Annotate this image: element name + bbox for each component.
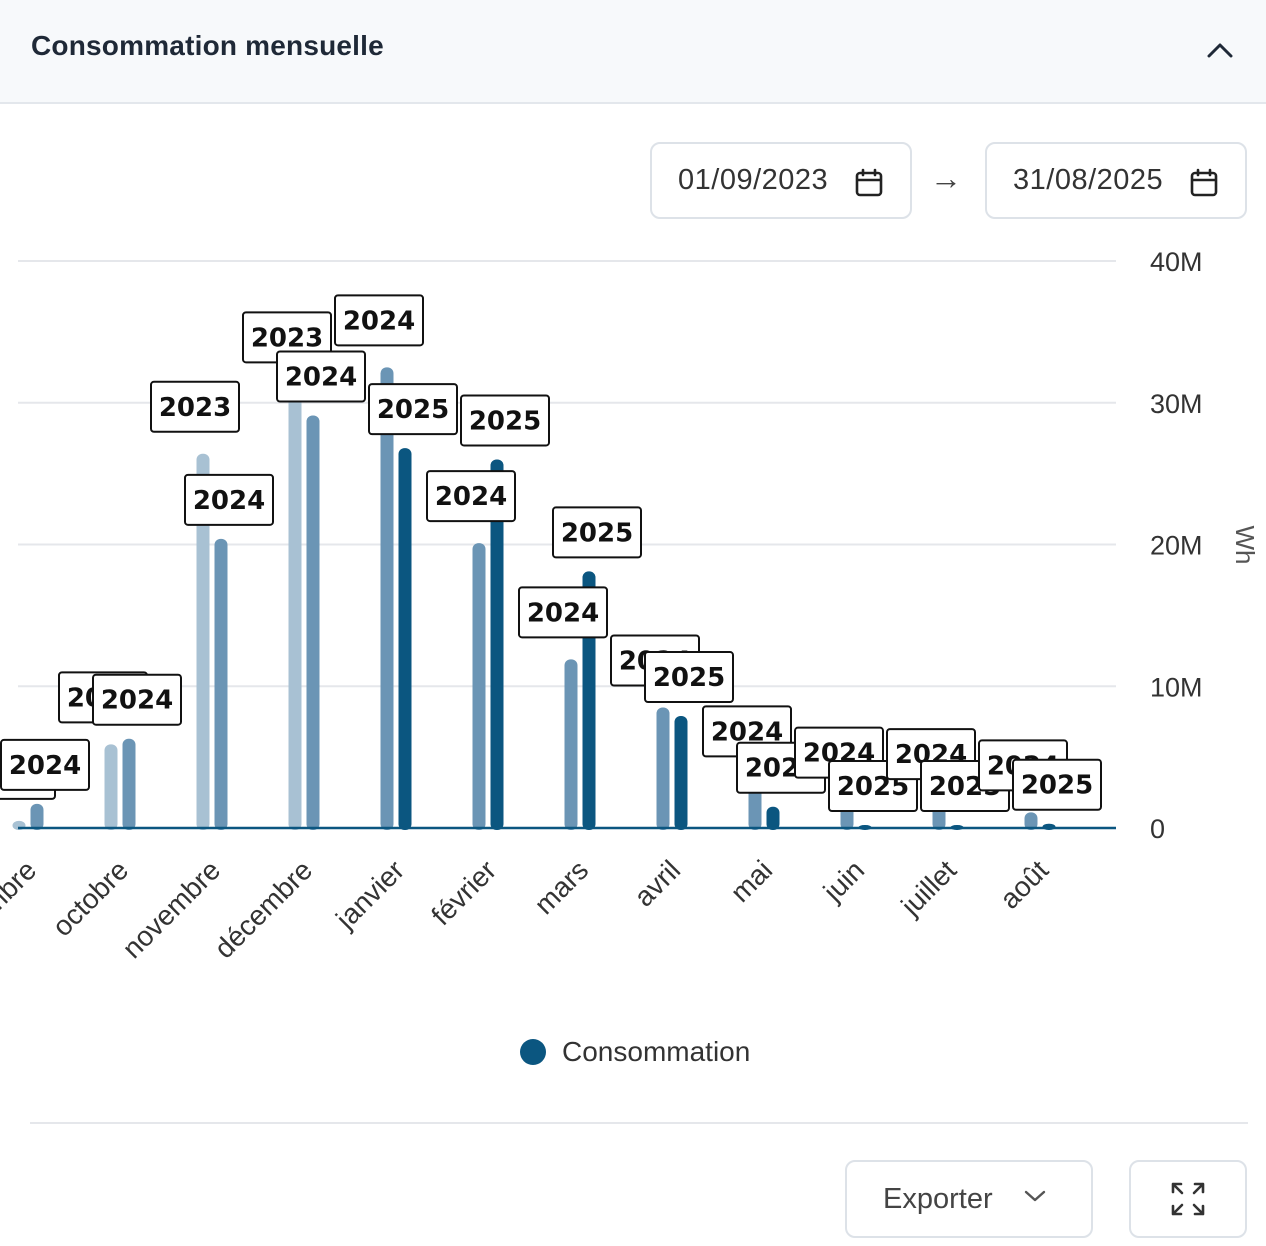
bar-current-décembre — [306, 415, 320, 830]
data-label-box — [644, 651, 734, 704]
x-tick-label: septembre — [0, 854, 42, 969]
data-label-box — [334, 294, 424, 347]
monthly-consumption-chart: 010M20M30M40MWh2023202420232024202320242… — [0, 247, 1260, 970]
data-label-box — [276, 350, 366, 403]
bar-current-septembre — [30, 803, 44, 830]
bar-current-mai — [766, 806, 780, 830]
x-tick-label: octobre — [46, 854, 134, 942]
end-date-picker[interactable]: 31/08/2025 — [985, 142, 1247, 219]
end-date-value: 31/08/2025 — [1013, 164, 1164, 196]
export-label: Exporter — [883, 1182, 993, 1215]
x-tick-label: février — [425, 854, 502, 931]
chevron-up-icon — [1207, 43, 1233, 58]
y-tick-label: 20M — [1150, 531, 1203, 561]
start-date-picker[interactable]: 01/09/2023 — [650, 142, 912, 219]
data-label-box — [150, 380, 240, 433]
data-label-text: 2024 — [343, 306, 415, 336]
bar-current-février — [490, 459, 504, 830]
legend-item-consommation[interactable]: Consommation — [520, 1036, 750, 1068]
bar-previous-janvier — [380, 367, 394, 830]
bar-current-avril — [674, 716, 688, 830]
data-label-text: 2025 — [653, 663, 725, 693]
bar-previous-avril — [656, 707, 670, 830]
x-tick-label: janvier — [329, 854, 410, 935]
bar-current-novembre — [214, 538, 228, 830]
data-label: 2024 — [334, 294, 424, 347]
data-label-box — [368, 383, 458, 436]
data-label-box — [92, 673, 182, 726]
legend-dot — [520, 1039, 546, 1065]
data-label-text: 2023 — [159, 393, 231, 423]
y-tick-label: 0 — [1150, 814, 1165, 844]
panel-header: Consommation mensuelle — [0, 0, 1266, 104]
fullscreen-button[interactable] — [1129, 1160, 1247, 1238]
data-label: 2024 — [276, 350, 366, 403]
chevron-down-icon — [1024, 1190, 1046, 1202]
data-label-text: 2024 — [285, 363, 357, 393]
data-label-text: 2025 — [1021, 771, 1093, 801]
data-label: 2025 — [644, 651, 734, 704]
collapse-button[interactable] — [1196, 30, 1244, 70]
data-label: 2025 — [1012, 758, 1102, 811]
bar-previous-novembre — [196, 453, 210, 830]
data-label: 2025 — [552, 506, 642, 559]
bar-previous-mars — [564, 659, 578, 830]
bar-current-janvier — [398, 448, 412, 830]
x-tick-label: mars — [528, 854, 594, 920]
data-label-text: 2024 — [9, 751, 81, 781]
start-date-value: 01/09/2023 — [678, 164, 829, 196]
export-button[interactable]: Exporter — [845, 1160, 1093, 1238]
data-label: 2023 — [242, 311, 332, 364]
data-label-text: 2025 — [469, 406, 541, 436]
data-label-text: 2023 — [251, 323, 323, 353]
data-label-text: 2024 — [435, 482, 507, 512]
x-tick-label: mai — [724, 854, 778, 908]
data-label-text: 2025 — [377, 395, 449, 425]
date-range-arrow: → — [930, 160, 962, 196]
y-tick-label: 30M — [1150, 389, 1203, 419]
data-label-text: 2025 — [561, 518, 633, 548]
data-label-box — [460, 394, 550, 447]
data-label: 2024 — [184, 473, 274, 526]
data-label-box — [1012, 758, 1102, 811]
x-tick-label: juin — [817, 854, 870, 907]
x-tick-label: août — [994, 854, 1055, 915]
bar-previous-octobre — [104, 744, 118, 830]
calendar-icon — [855, 168, 883, 197]
data-label: 2024 — [92, 673, 182, 726]
y-axis-unit: Wh — [1230, 526, 1260, 565]
data-label-box — [552, 506, 642, 559]
expand-icon — [1171, 1182, 1205, 1216]
footer-divider — [30, 1122, 1248, 1124]
y-tick-label: 10M — [1150, 672, 1203, 702]
bar-previous-février — [472, 543, 486, 830]
bar-previous-décembre — [288, 384, 302, 830]
calendar-icon — [1190, 168, 1218, 197]
x-tick-label: novembre — [116, 854, 226, 964]
data-label-box — [184, 473, 274, 526]
y-tick-label: 40M — [1150, 247, 1203, 277]
data-label-text: 2024 — [193, 486, 265, 516]
data-label: 2024 — [518, 586, 608, 639]
data-label-box — [426, 470, 516, 523]
x-tick-label: avril — [628, 854, 686, 912]
bar-current-octobre — [122, 738, 136, 830]
x-tick-label: juillet — [894, 854, 962, 922]
x-tick-label: décembre — [208, 854, 318, 964]
data-label: 2023 — [150, 380, 240, 433]
data-label-box — [0, 738, 90, 791]
data-label: 2024 — [426, 470, 516, 523]
data-label: 2024 — [0, 738, 90, 791]
data-label: 2025 — [460, 394, 550, 447]
data-label-text: 2024 — [527, 598, 599, 628]
data-label-box — [518, 586, 608, 639]
legend-label: Consommation — [562, 1036, 751, 1067]
data-label-text: 2024 — [101, 686, 173, 716]
panel-title: Consommation mensuelle — [31, 30, 384, 61]
data-label: 2025 — [368, 383, 458, 436]
bar-previous-août — [1024, 812, 1038, 830]
